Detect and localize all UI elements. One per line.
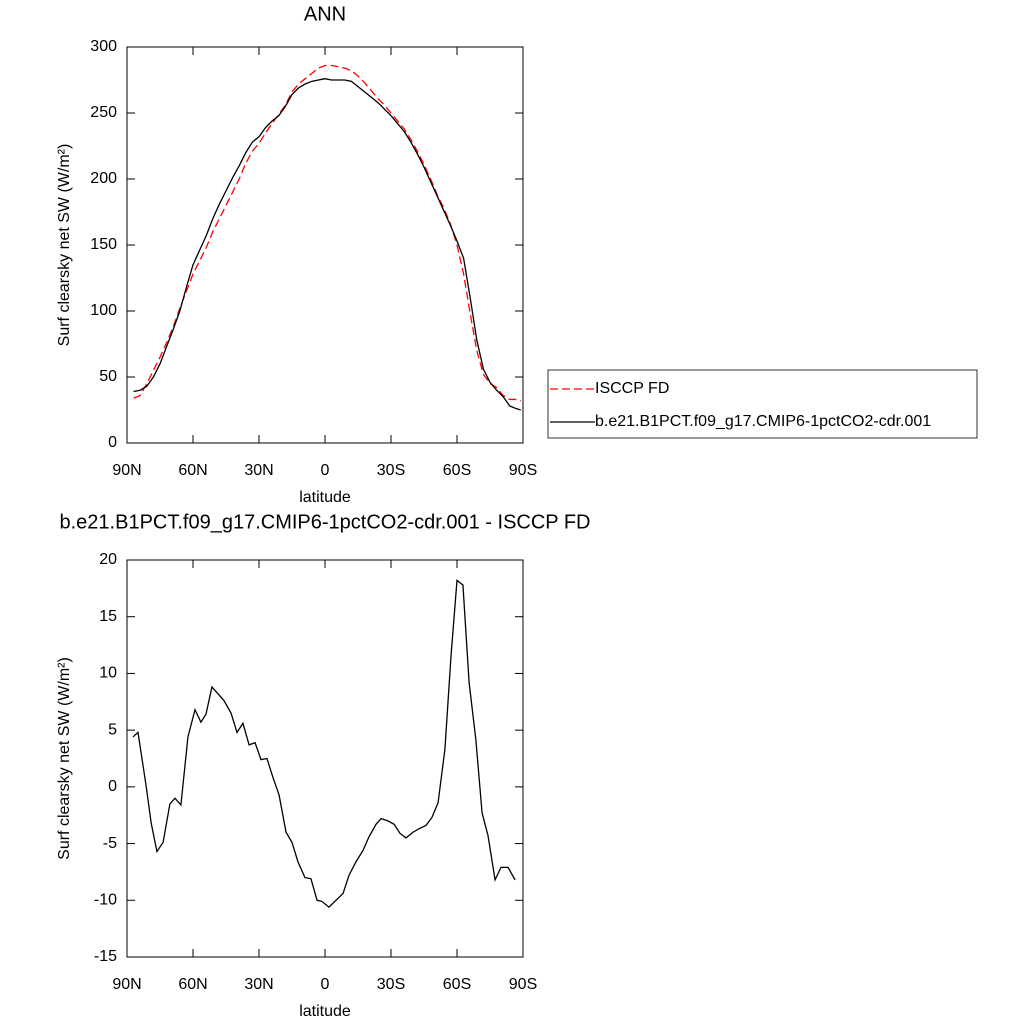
x-tick-label: 90N bbox=[112, 976, 141, 993]
chart-title: ANN bbox=[304, 3, 346, 25]
x-tick-label: 30N bbox=[244, 462, 273, 479]
y-tick-label: -10 bbox=[94, 892, 117, 909]
x-tick-label: 60S bbox=[443, 462, 471, 479]
y-tick-label: 15 bbox=[99, 608, 117, 625]
y-tick-label: 150 bbox=[90, 236, 117, 253]
y-tick-label: 20 bbox=[99, 551, 117, 568]
x-tick-label: 30S bbox=[377, 462, 405, 479]
y-tick-label: 300 bbox=[90, 38, 117, 55]
y-tick-label: 50 bbox=[99, 368, 117, 385]
y-tick-label: 10 bbox=[99, 665, 117, 682]
x-tick-label: 90S bbox=[509, 462, 537, 479]
plot-frame bbox=[126, 559, 524, 958]
x-tick-label: 30N bbox=[244, 976, 273, 993]
y-tick-label: 0 bbox=[108, 434, 117, 451]
x-tick-label: 60N bbox=[178, 976, 207, 993]
x-axis-label: latitude bbox=[299, 489, 351, 506]
x-axis-label: latitude bbox=[299, 1003, 351, 1020]
legend-label: b.e21.B1PCT.f09_g17.CMIP6-1pctCO2-cdr.00… bbox=[595, 413, 931, 430]
x-tick-label: 60N bbox=[178, 462, 207, 479]
y-tick-label: -15 bbox=[94, 948, 117, 965]
y-tick-label: 100 bbox=[90, 302, 117, 319]
data-line bbox=[133, 64, 521, 402]
y-tick-label: 250 bbox=[90, 104, 117, 121]
y-tick-label: -5 bbox=[103, 835, 117, 852]
legend-box bbox=[547, 369, 978, 439]
x-tick-label: 90N bbox=[112, 462, 141, 479]
legend-label: ISCCP FD bbox=[595, 380, 669, 397]
y-tick-label: 200 bbox=[90, 170, 117, 187]
y-tick-label: 0 bbox=[108, 778, 117, 795]
x-tick-label: 90S bbox=[509, 976, 537, 993]
x-tick-label: 30S bbox=[377, 976, 405, 993]
y-axis-label: Surf clearsky net SW (W/m²) bbox=[56, 144, 73, 347]
data-line bbox=[132, 579, 516, 908]
x-tick-label: 0 bbox=[321, 462, 330, 479]
y-tick-label: 5 bbox=[108, 721, 117, 738]
chart-title: b.e21.B1PCT.f09_g17.CMIP6-1pctCO2-cdr.00… bbox=[60, 511, 591, 533]
data-line bbox=[133, 78, 521, 411]
x-tick-label: 60S bbox=[443, 976, 471, 993]
x-tick-label: 0 bbox=[321, 976, 330, 993]
plot-frame bbox=[126, 46, 524, 444]
y-axis-label: Surf clearsky net SW (W/m²) bbox=[56, 657, 73, 860]
